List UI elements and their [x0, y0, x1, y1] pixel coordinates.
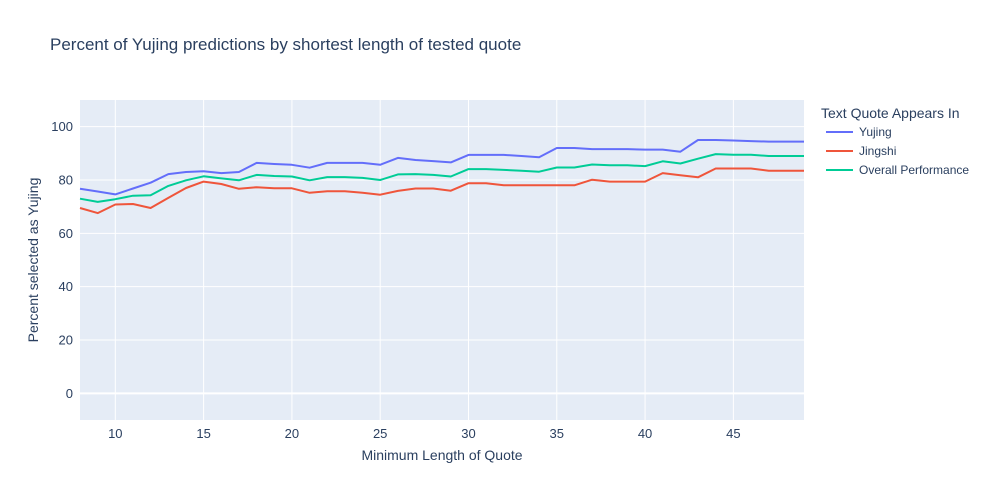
x-tick-label: 35 — [550, 426, 564, 441]
legend-label: Jingshi — [859, 144, 896, 158]
series-line-yujing[interactable] — [79, 139, 804, 196]
x-axis-title: Minimum Length of Quote — [361, 447, 522, 463]
y-tick-label: 0 — [66, 386, 73, 401]
series-line-jingshi[interactable] — [79, 167, 804, 215]
y-tick-label: 60 — [59, 226, 73, 241]
chart-title: Percent of Yujing predictions by shortes… — [50, 35, 521, 54]
legend-item-overall-performance[interactable]: Overall Performance — [826, 163, 969, 177]
grid-lines — [80, 100, 804, 420]
legend-label: Yujing — [859, 125, 892, 139]
y-tick-label: 100 — [51, 119, 73, 134]
x-tick-label: 40 — [638, 426, 652, 441]
x-tick-label: 45 — [726, 426, 740, 441]
legend[interactable]: Text Quote Appears In Yujing Jingshi Overa… — [821, 105, 969, 177]
x-tick-label: 15 — [196, 426, 210, 441]
legend-label: Overall Performance — [859, 163, 969, 177]
y-tick-label: 20 — [59, 333, 73, 348]
x-tick-label: 25 — [373, 426, 387, 441]
y-axis-title: Percent selected as Yujing — [25, 178, 41, 343]
x-tick-label: 30 — [461, 426, 475, 441]
y-tick-label: 80 — [59, 173, 73, 188]
x-tick-label: 20 — [285, 426, 299, 441]
plot-area — [80, 100, 804, 420]
series-line-overall-performance[interactable] — [79, 153, 804, 203]
y-axis-ticks: 0 20 40 60 80 100 — [51, 119, 73, 401]
series-lines — [79, 139, 804, 215]
y-tick-label: 40 — [59, 279, 73, 294]
x-tick-label: 10 — [108, 426, 122, 441]
legend-title: Text Quote Appears In — [821, 105, 960, 121]
legend-item-jingshi[interactable]: Jingshi — [826, 144, 896, 158]
x-axis-ticks: 10 15 20 25 30 35 40 45 — [108, 426, 741, 441]
legend-item-yujing[interactable]: Yujing — [826, 125, 892, 139]
